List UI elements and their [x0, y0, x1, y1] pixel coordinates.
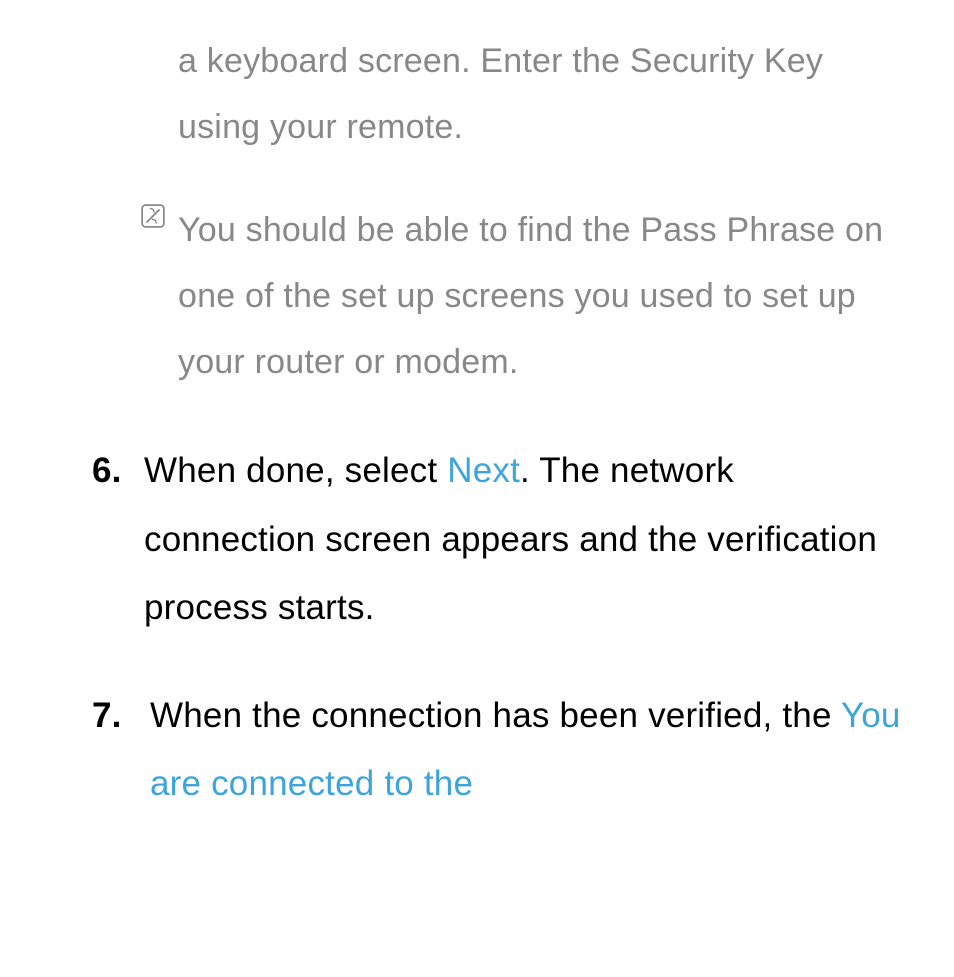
step-number: 7. — [92, 682, 150, 819]
note-icon — [140, 197, 178, 396]
note-text: You should be able to find the Pass Phra… — [178, 197, 914, 396]
document-content: a keyboard screen. Enter the Security Ke… — [20, 28, 934, 859]
step-text: When done, select Next. The network conn… — [144, 437, 914, 642]
note-block: You should be able to find the Pass Phra… — [140, 197, 914, 396]
step6-part1: When done, select — [144, 451, 447, 490]
step-6: 6. When done, select Next. The network c… — [92, 437, 914, 642]
step-number: 6. — [92, 437, 144, 642]
step7-part1: When the connection has been verified, t… — [150, 696, 841, 735]
step-text: When the connection has been verified, t… — [150, 682, 914, 819]
step-7: 7. When the connection has been verified… — [92, 682, 914, 819]
intro-text: a keyboard screen. Enter the Security Ke… — [178, 42, 823, 146]
next-label: Next — [447, 451, 520, 490]
intro-paragraph: a keyboard screen. Enter the Security Ke… — [178, 28, 914, 161]
